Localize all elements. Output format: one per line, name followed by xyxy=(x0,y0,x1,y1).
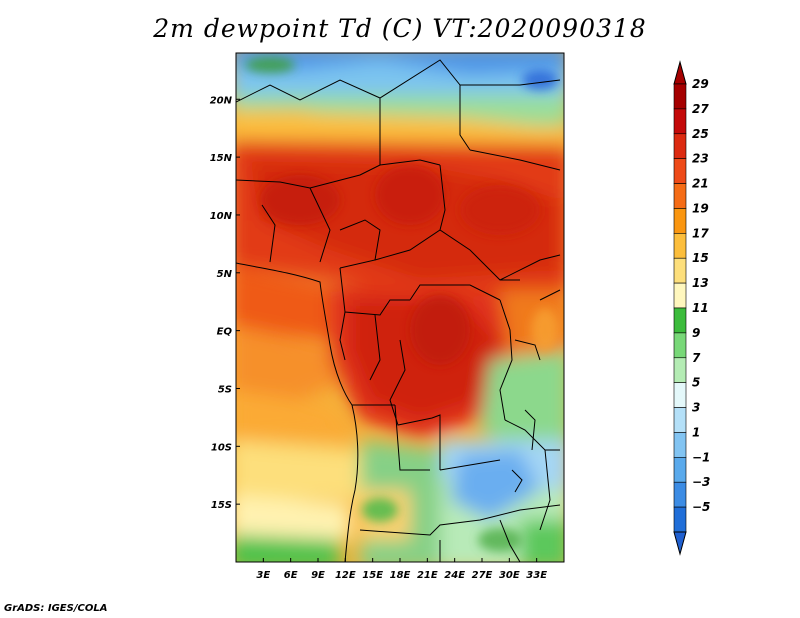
grads-credit: GrADS: IGES/COLA xyxy=(4,603,108,614)
lat-tick-label: 5N xyxy=(217,269,233,280)
colorbar-segment xyxy=(673,457,687,483)
colorbar-label: 15 xyxy=(692,251,709,265)
lon-tick-label: 27E xyxy=(472,570,493,581)
lon-tick-label: 33E xyxy=(526,570,547,581)
lon-tick-label: 18E xyxy=(390,570,411,581)
colorbar-bottom-cap xyxy=(673,531,687,556)
colorbar-segment xyxy=(673,257,687,284)
colorbar-label: 5 xyxy=(692,376,700,390)
lon-tick-label: 9E xyxy=(311,570,325,581)
colorbar-segment xyxy=(673,357,687,383)
colorbar: 29 27 25 23 21 19 17 15 13 11 9 7 5 3 1 −1 −3 −5 xyxy=(673,60,710,556)
lon-tick-label: 15E xyxy=(362,570,383,581)
lat-tick-label: 15N xyxy=(210,153,233,164)
lat-tick-label: 5S xyxy=(218,384,232,395)
colorbar-label: 3 xyxy=(692,401,700,415)
colorbar-label: 27 xyxy=(692,102,709,116)
colorbar-segment xyxy=(673,506,687,533)
colorbar-label: 17 xyxy=(692,226,709,240)
colorbar-segment xyxy=(673,108,687,135)
colorbar-label: 23 xyxy=(692,152,709,166)
colorbar-label: 21 xyxy=(692,177,709,191)
colorbar-segment xyxy=(673,282,687,309)
lon-tick-label: 21E xyxy=(417,570,438,581)
colorbar-label: 1 xyxy=(692,425,700,439)
lat-tick-label: 10N xyxy=(210,211,233,222)
lat-tick-label: 20N xyxy=(210,95,233,106)
latitude-axis: 20N 15N 10N 5N EQ 5S 10S 15S xyxy=(210,95,240,511)
dewpoint-field xyxy=(236,53,564,562)
colorbar-segment xyxy=(673,233,687,259)
colorbar-label: −1 xyxy=(692,450,710,464)
colorbar-segment xyxy=(673,158,687,184)
lon-tick-label: 24E xyxy=(444,570,465,581)
lat-tick-label: 10S xyxy=(211,442,232,453)
lat-tick-label: 15S xyxy=(211,500,232,511)
colorbar-label: 9 xyxy=(692,326,700,340)
lat-tick-label: EQ xyxy=(217,327,233,338)
country-borders xyxy=(236,59,561,562)
colorbar-segment xyxy=(673,407,687,433)
colorbar-label: 7 xyxy=(692,351,701,365)
colorbar-segment xyxy=(673,133,687,159)
colorbar-label: 29 xyxy=(692,77,709,91)
longitude-axis: 3E 6E 9E 12E 15E 18E 21E 24E 27E 30E 33E xyxy=(256,558,547,581)
colorbar-segment xyxy=(673,183,687,209)
colorbar-segment xyxy=(673,83,687,110)
colorbar-top-cap xyxy=(673,60,687,85)
colorbar-label: −3 xyxy=(692,475,710,489)
colorbar-segment xyxy=(673,382,687,408)
colorbar-label: −5 xyxy=(692,500,710,514)
colorbar-label: 13 xyxy=(692,276,709,290)
colorbar-label: 11 xyxy=(692,301,709,315)
colorbar-segment xyxy=(673,432,687,458)
colorbar-segment xyxy=(673,481,687,508)
lon-tick-label: 3E xyxy=(256,570,270,581)
colorbar-segment xyxy=(673,208,687,234)
colorbar-label: 19 xyxy=(692,201,709,215)
colorbar-segment xyxy=(673,307,687,334)
map-title: 2m dewpoint Td (C) VT:2020090318 xyxy=(153,14,647,43)
lon-tick-label: 12E xyxy=(335,570,356,581)
lon-tick-label: 6E xyxy=(284,570,298,581)
lon-tick-label: 30E xyxy=(499,570,520,581)
colorbar-label: 25 xyxy=(692,127,709,141)
colorbar-segment xyxy=(673,332,687,359)
